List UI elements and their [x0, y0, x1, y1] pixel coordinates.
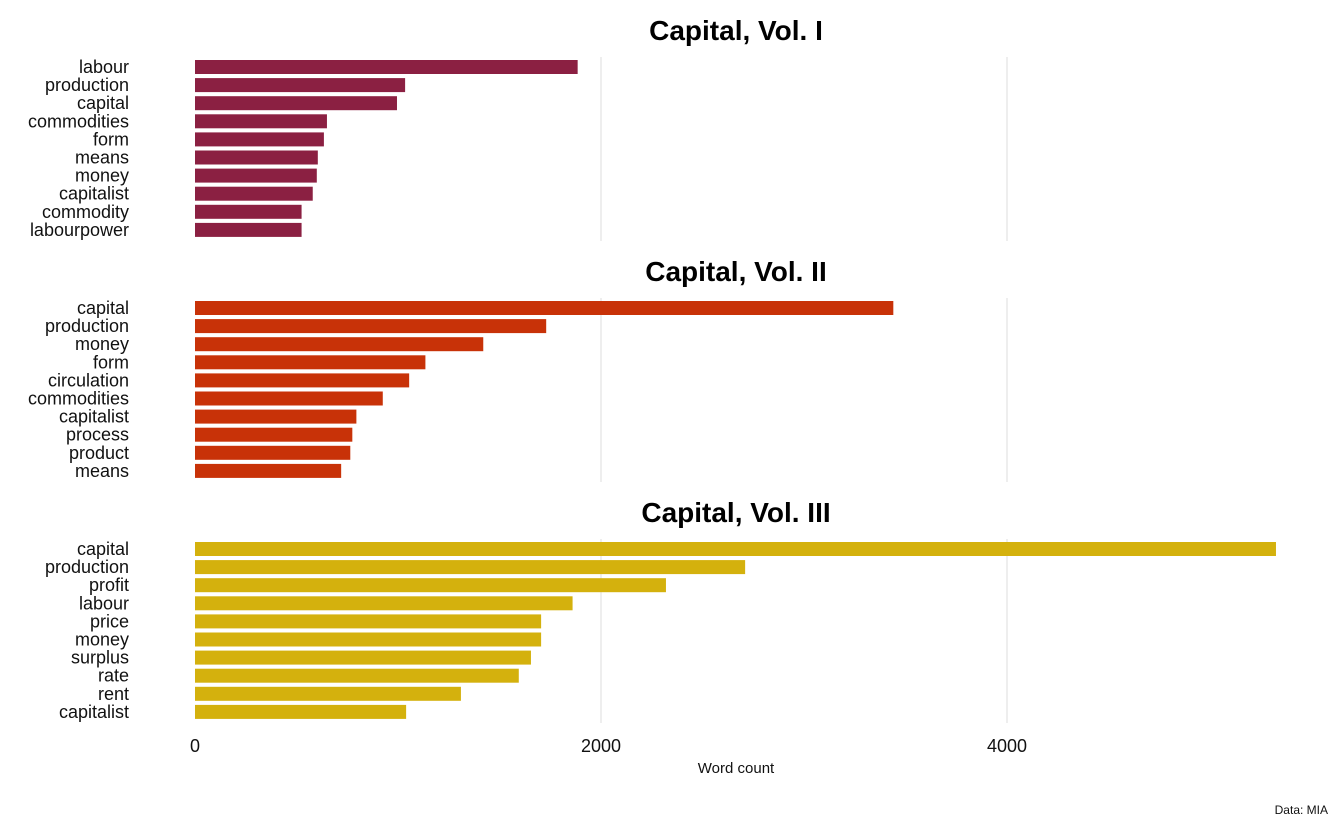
- bar: [195, 60, 578, 74]
- category-label: production: [45, 557, 129, 577]
- bar: [195, 373, 410, 388]
- category-label: capital: [77, 298, 129, 318]
- category-label: means: [75, 461, 129, 481]
- bar: [195, 391, 383, 406]
- panel-1: Capital, Vol. Ilabourproductioncapitalco…: [28, 15, 1008, 241]
- bar: [195, 96, 397, 111]
- category-label: rate: [98, 666, 129, 686]
- bar: [195, 596, 573, 611]
- category-label: surplus: [71, 648, 129, 668]
- x-axis-title: Word count: [698, 760, 775, 777]
- bar: [195, 463, 342, 478]
- facet-title: Capital, Vol. I: [649, 15, 823, 46]
- bar: [195, 560, 746, 575]
- category-label: capitalist: [59, 702, 129, 722]
- bar: [195, 427, 353, 442]
- bar: [195, 355, 426, 370]
- bar: [195, 150, 318, 165]
- x-tick-label: 2000: [581, 736, 621, 756]
- bar: [195, 668, 519, 683]
- category-label: production: [45, 316, 129, 336]
- bar: [195, 319, 547, 334]
- category-label: price: [90, 611, 129, 631]
- category-label: money: [75, 166, 129, 186]
- bar: [195, 686, 461, 701]
- category-label: form: [93, 352, 129, 372]
- bar: [195, 301, 894, 315]
- category-label: labour: [79, 57, 129, 77]
- x-axis: 0 2000 4000: [190, 736, 1027, 756]
- bar: [195, 632, 542, 647]
- facet-title: Capital, Vol. III: [641, 497, 830, 528]
- category-label: capital: [77, 539, 129, 559]
- category-label: commodity: [42, 202, 129, 222]
- bar: [195, 650, 531, 665]
- category-label: labourpower: [30, 220, 129, 240]
- category-label: means: [75, 148, 129, 168]
- category-label: capitalist: [59, 407, 129, 427]
- panels-layer: Capital, Vol. Ilabourproductioncapitalco…: [28, 15, 1276, 723]
- category-label: production: [45, 75, 129, 95]
- bar: [195, 132, 324, 147]
- facet-title: Capital, Vol. II: [645, 256, 827, 287]
- bar: [195, 222, 302, 237]
- bar: [195, 168, 317, 183]
- category-label: money: [75, 334, 129, 354]
- category-label: product: [69, 443, 129, 463]
- category-label: capitalist: [59, 184, 129, 204]
- bar: [195, 114, 327, 129]
- category-label: profit: [89, 575, 129, 595]
- x-tick-label: 0: [190, 736, 200, 756]
- bar: [195, 614, 542, 629]
- category-label: commodities: [28, 389, 129, 409]
- category-label: money: [75, 630, 129, 650]
- category-label: capital: [77, 93, 129, 113]
- category-label: labour: [79, 593, 129, 613]
- bar: [195, 445, 351, 460]
- bar: [195, 409, 357, 424]
- category-label: process: [66, 425, 129, 445]
- bar: [195, 578, 666, 593]
- bar: [195, 337, 484, 352]
- bar: [195, 542, 1276, 556]
- bar: [195, 78, 406, 93]
- panel-2: Capital, Vol. II capitalproductionmoneyfo…: [28, 256, 1008, 482]
- bar: [195, 204, 302, 219]
- bar: [195, 704, 407, 719]
- data-source-caption: Data: MIA: [1275, 803, 1328, 817]
- x-tick-label: 4000: [987, 736, 1027, 756]
- bar: [195, 186, 313, 201]
- category-label: rent: [98, 684, 129, 704]
- category-label: circulation: [48, 370, 129, 390]
- category-label: form: [93, 129, 129, 149]
- category-label: commodities: [28, 111, 129, 131]
- panel-3: Capital, Vol. III capitalproductionprofit…: [45, 497, 1276, 723]
